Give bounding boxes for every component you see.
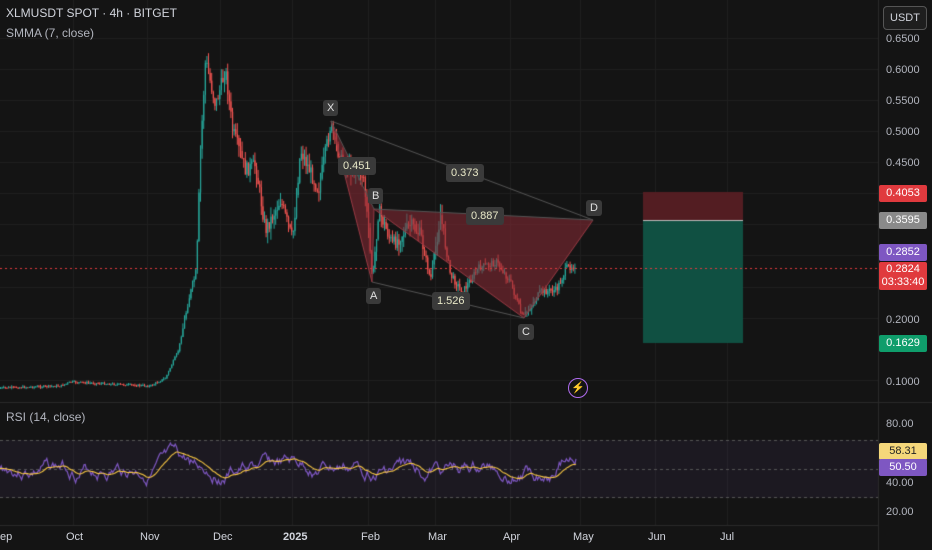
bar-countdown: 03:33:40 — [881, 276, 925, 288]
lightning-icon[interactable]: ⚡ — [568, 378, 588, 398]
time-tick: Feb — [361, 531, 380, 543]
price-tick: 0.6500 — [886, 33, 920, 45]
pattern-point-a[interactable]: A — [366, 288, 382, 304]
pattern-point-c[interactable]: C — [518, 324, 534, 340]
time-tick: Apr — [503, 531, 521, 543]
ratio-xd-label: 0.373 — [446, 164, 484, 182]
ratio-xb-label: 0.451 — [338, 157, 376, 175]
rsi-tick: 20.00 — [886, 506, 914, 518]
time-tick: Jun — [648, 531, 666, 543]
symbol-title[interactable]: XLMUSDT SPOT · 4h · BITGET — [6, 6, 177, 20]
ratio-ac-label: 1.526 — [432, 292, 470, 310]
ratio-bd-label: 0.887 — [466, 207, 504, 225]
smma-price-badge: 0.2852 — [879, 244, 927, 261]
price-tick: 0.4500 — [886, 157, 920, 169]
time-tick: 2025 — [283, 531, 308, 543]
entry-price-badge: 0.3595 — [879, 212, 927, 229]
price-tick: 0.2000 — [886, 314, 920, 326]
rsi-ma-badge: 50.50 — [879, 459, 927, 476]
price-tick: 0.5000 — [886, 126, 920, 138]
time-tick: Nov — [140, 531, 160, 543]
rsi-indicator-label[interactable]: RSI (14, close) — [6, 410, 86, 424]
price-tick: 0.5500 — [886, 95, 920, 107]
time-tick: Dec — [213, 531, 233, 543]
rsi-value-badge: 58.31 — [879, 443, 927, 460]
price-tick: 0.6000 — [886, 64, 920, 76]
time-tick: ep — [0, 531, 13, 543]
target-price-badge: 0.4053 — [879, 185, 927, 202]
time-tick: Jul — [720, 531, 735, 543]
last-price: 0.2824 — [886, 263, 920, 275]
stop-price-badge: 0.1629 — [879, 335, 927, 352]
time-tick: Mar — [428, 531, 447, 543]
pattern-point-b[interactable]: B — [368, 188, 384, 204]
currency-button[interactable]: USDT — [883, 6, 927, 30]
pattern-point-d[interactable]: D — [586, 200, 602, 216]
pattern-point-x[interactable]: X — [323, 100, 339, 116]
smma-indicator-label[interactable]: SMMA (7, close) — [6, 26, 95, 40]
rsi-tick: 80.00 — [886, 418, 914, 430]
time-tick: May — [573, 531, 594, 543]
rsi-tick: 40.00 — [886, 477, 914, 489]
time-tick: Oct — [66, 531, 84, 543]
last-price-badge: 0.2824 03:33:40 — [879, 262, 927, 290]
price-tick: 0.1000 — [886, 376, 920, 388]
